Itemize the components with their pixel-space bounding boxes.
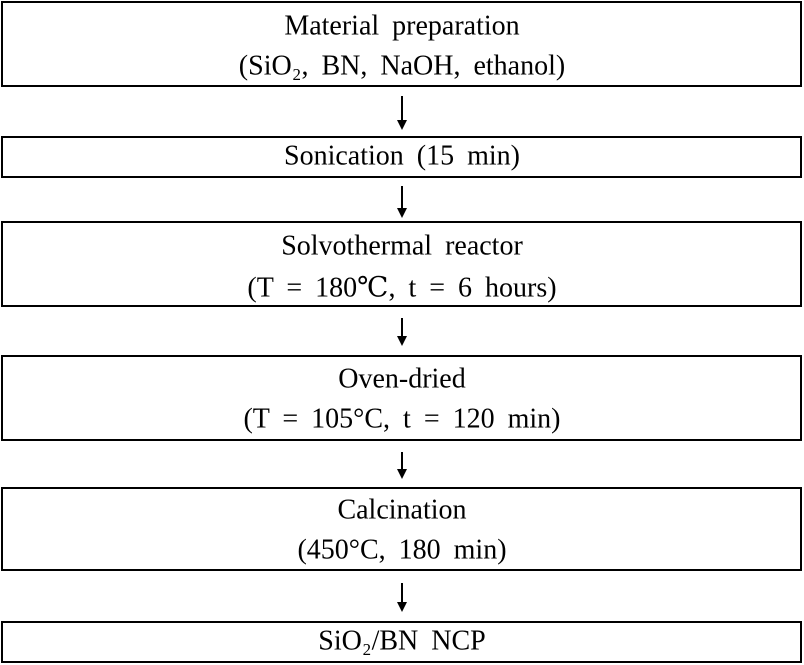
step-box <box>1 355 802 441</box>
step-text: Oven-dried <box>338 363 466 394</box>
step-box <box>1 221 802 307</box>
arrow-head <box>397 208 407 218</box>
step-box <box>1 621 802 663</box>
arrow-head <box>397 602 407 612</box>
step-text: (450°C, 180 min) <box>297 534 506 565</box>
arrow-head <box>397 469 407 479</box>
step-box <box>1 487 802 571</box>
step-text: Material preparation <box>284 10 519 41</box>
step-text: (T = 180℃, t = 6 hours) <box>247 272 556 303</box>
step-box <box>1 1 802 87</box>
arrow-head <box>397 336 407 346</box>
step-box <box>1 136 802 178</box>
arrow-head <box>397 120 407 130</box>
step-text: Sonication (15 min) <box>284 140 520 171</box>
step-text: (T = 105°C, t = 120 min) <box>243 403 560 434</box>
step-text: Calcination <box>337 494 466 525</box>
step-text: Solvothermal reactor <box>281 230 523 261</box>
step-text: (SiO₂, BN, NaOH, ethanol) <box>239 50 565 81</box>
step-text: SiO₂/BN NCP <box>318 625 485 656</box>
